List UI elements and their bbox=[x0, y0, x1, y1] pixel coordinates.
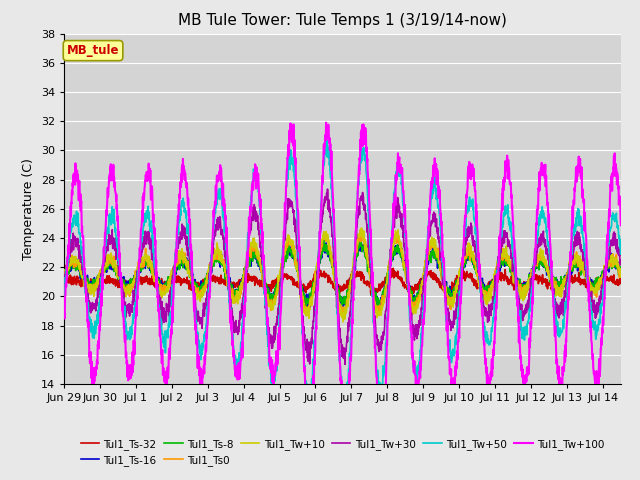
Text: MB_tule: MB_tule bbox=[67, 44, 119, 57]
Legend: Tul1_Ts-32, Tul1_Ts-16, Tul1_Ts-8, Tul1_Ts0, Tul1_Tw+10, Tul1_Tw+30, Tul1_Tw+50,: Tul1_Ts-32, Tul1_Ts-16, Tul1_Ts-8, Tul1_… bbox=[76, 435, 609, 470]
Title: MB Tule Tower: Tule Temps 1 (3/19/14-now): MB Tule Tower: Tule Temps 1 (3/19/14-now… bbox=[178, 13, 507, 28]
Y-axis label: Temperature (C): Temperature (C) bbox=[22, 158, 35, 260]
